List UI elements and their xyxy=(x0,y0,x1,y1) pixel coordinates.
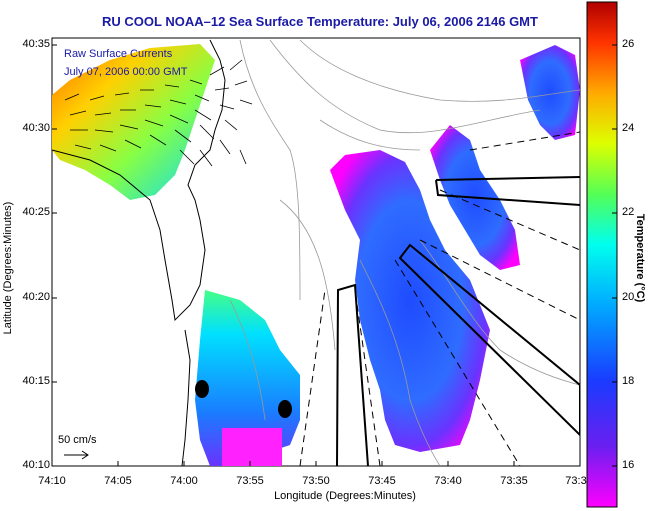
xtick-label: 74:10 xyxy=(38,475,66,487)
colorbar-tick-label: 22 xyxy=(622,206,635,218)
ytick-label: 40:35 xyxy=(22,38,50,50)
colorbar-tick-label: 24 xyxy=(622,122,635,134)
colorbar-tick-label: 20 xyxy=(622,291,635,303)
xtick-label: 73:35 xyxy=(500,475,528,487)
legend-line-2: July 07, 2006 00:00 GMT xyxy=(64,66,188,78)
scale-label: 50 cm/s xyxy=(58,434,97,446)
xtick-label: 73:40 xyxy=(434,475,462,487)
xtick-label: 74:00 xyxy=(170,475,198,487)
ytick-label: 40:25 xyxy=(22,206,50,218)
xtick-label: 73:3 xyxy=(565,475,587,487)
xtick-label: 73:50 xyxy=(302,475,330,487)
coastline xyxy=(52,39,226,466)
ytick-label: 40:15 xyxy=(22,375,50,387)
colorbar-ticks xyxy=(612,44,617,467)
colorbar-tick-label: 18 xyxy=(622,375,635,387)
colorbar-tick-label: 26 xyxy=(622,38,635,50)
ytick-label: 40:30 xyxy=(22,122,50,134)
ytick-label: 40:20 xyxy=(22,291,50,303)
sst-magenta-south xyxy=(222,428,282,466)
surface-current-vectors xyxy=(64,59,253,167)
ytick-label: 40:10 xyxy=(22,459,50,471)
sst-patch-south xyxy=(195,290,300,466)
map-title: RU COOL NOAA–12 Sea Surface Temperature:… xyxy=(102,14,538,29)
sst-filament-central xyxy=(330,150,490,452)
colorbar xyxy=(586,1,618,508)
legend-line-1: Raw Surface Currents xyxy=(64,48,173,60)
axis-ticks xyxy=(51,44,515,467)
xtick-label: 74:05 xyxy=(104,475,132,487)
xtick-label: 73:55 xyxy=(236,475,264,487)
colorbar-tick-label: 16 xyxy=(622,459,635,471)
bathymetry-contours xyxy=(229,39,580,466)
xtick-label: 73:45 xyxy=(368,475,396,487)
station-marker-2 xyxy=(278,400,292,418)
x-axis-label: Longitude (Degrees:Minutes) xyxy=(274,490,416,502)
colorbar-label: Temperature (°C) xyxy=(634,213,646,303)
survey-boxes xyxy=(336,176,580,466)
sst-patch-topright xyxy=(520,45,580,140)
station-marker-1 xyxy=(195,380,209,398)
y-axis-label: Latitude (Degrees:Minutes) xyxy=(2,201,14,335)
scale-arrow xyxy=(64,450,89,460)
dashed-lines xyxy=(299,131,580,466)
